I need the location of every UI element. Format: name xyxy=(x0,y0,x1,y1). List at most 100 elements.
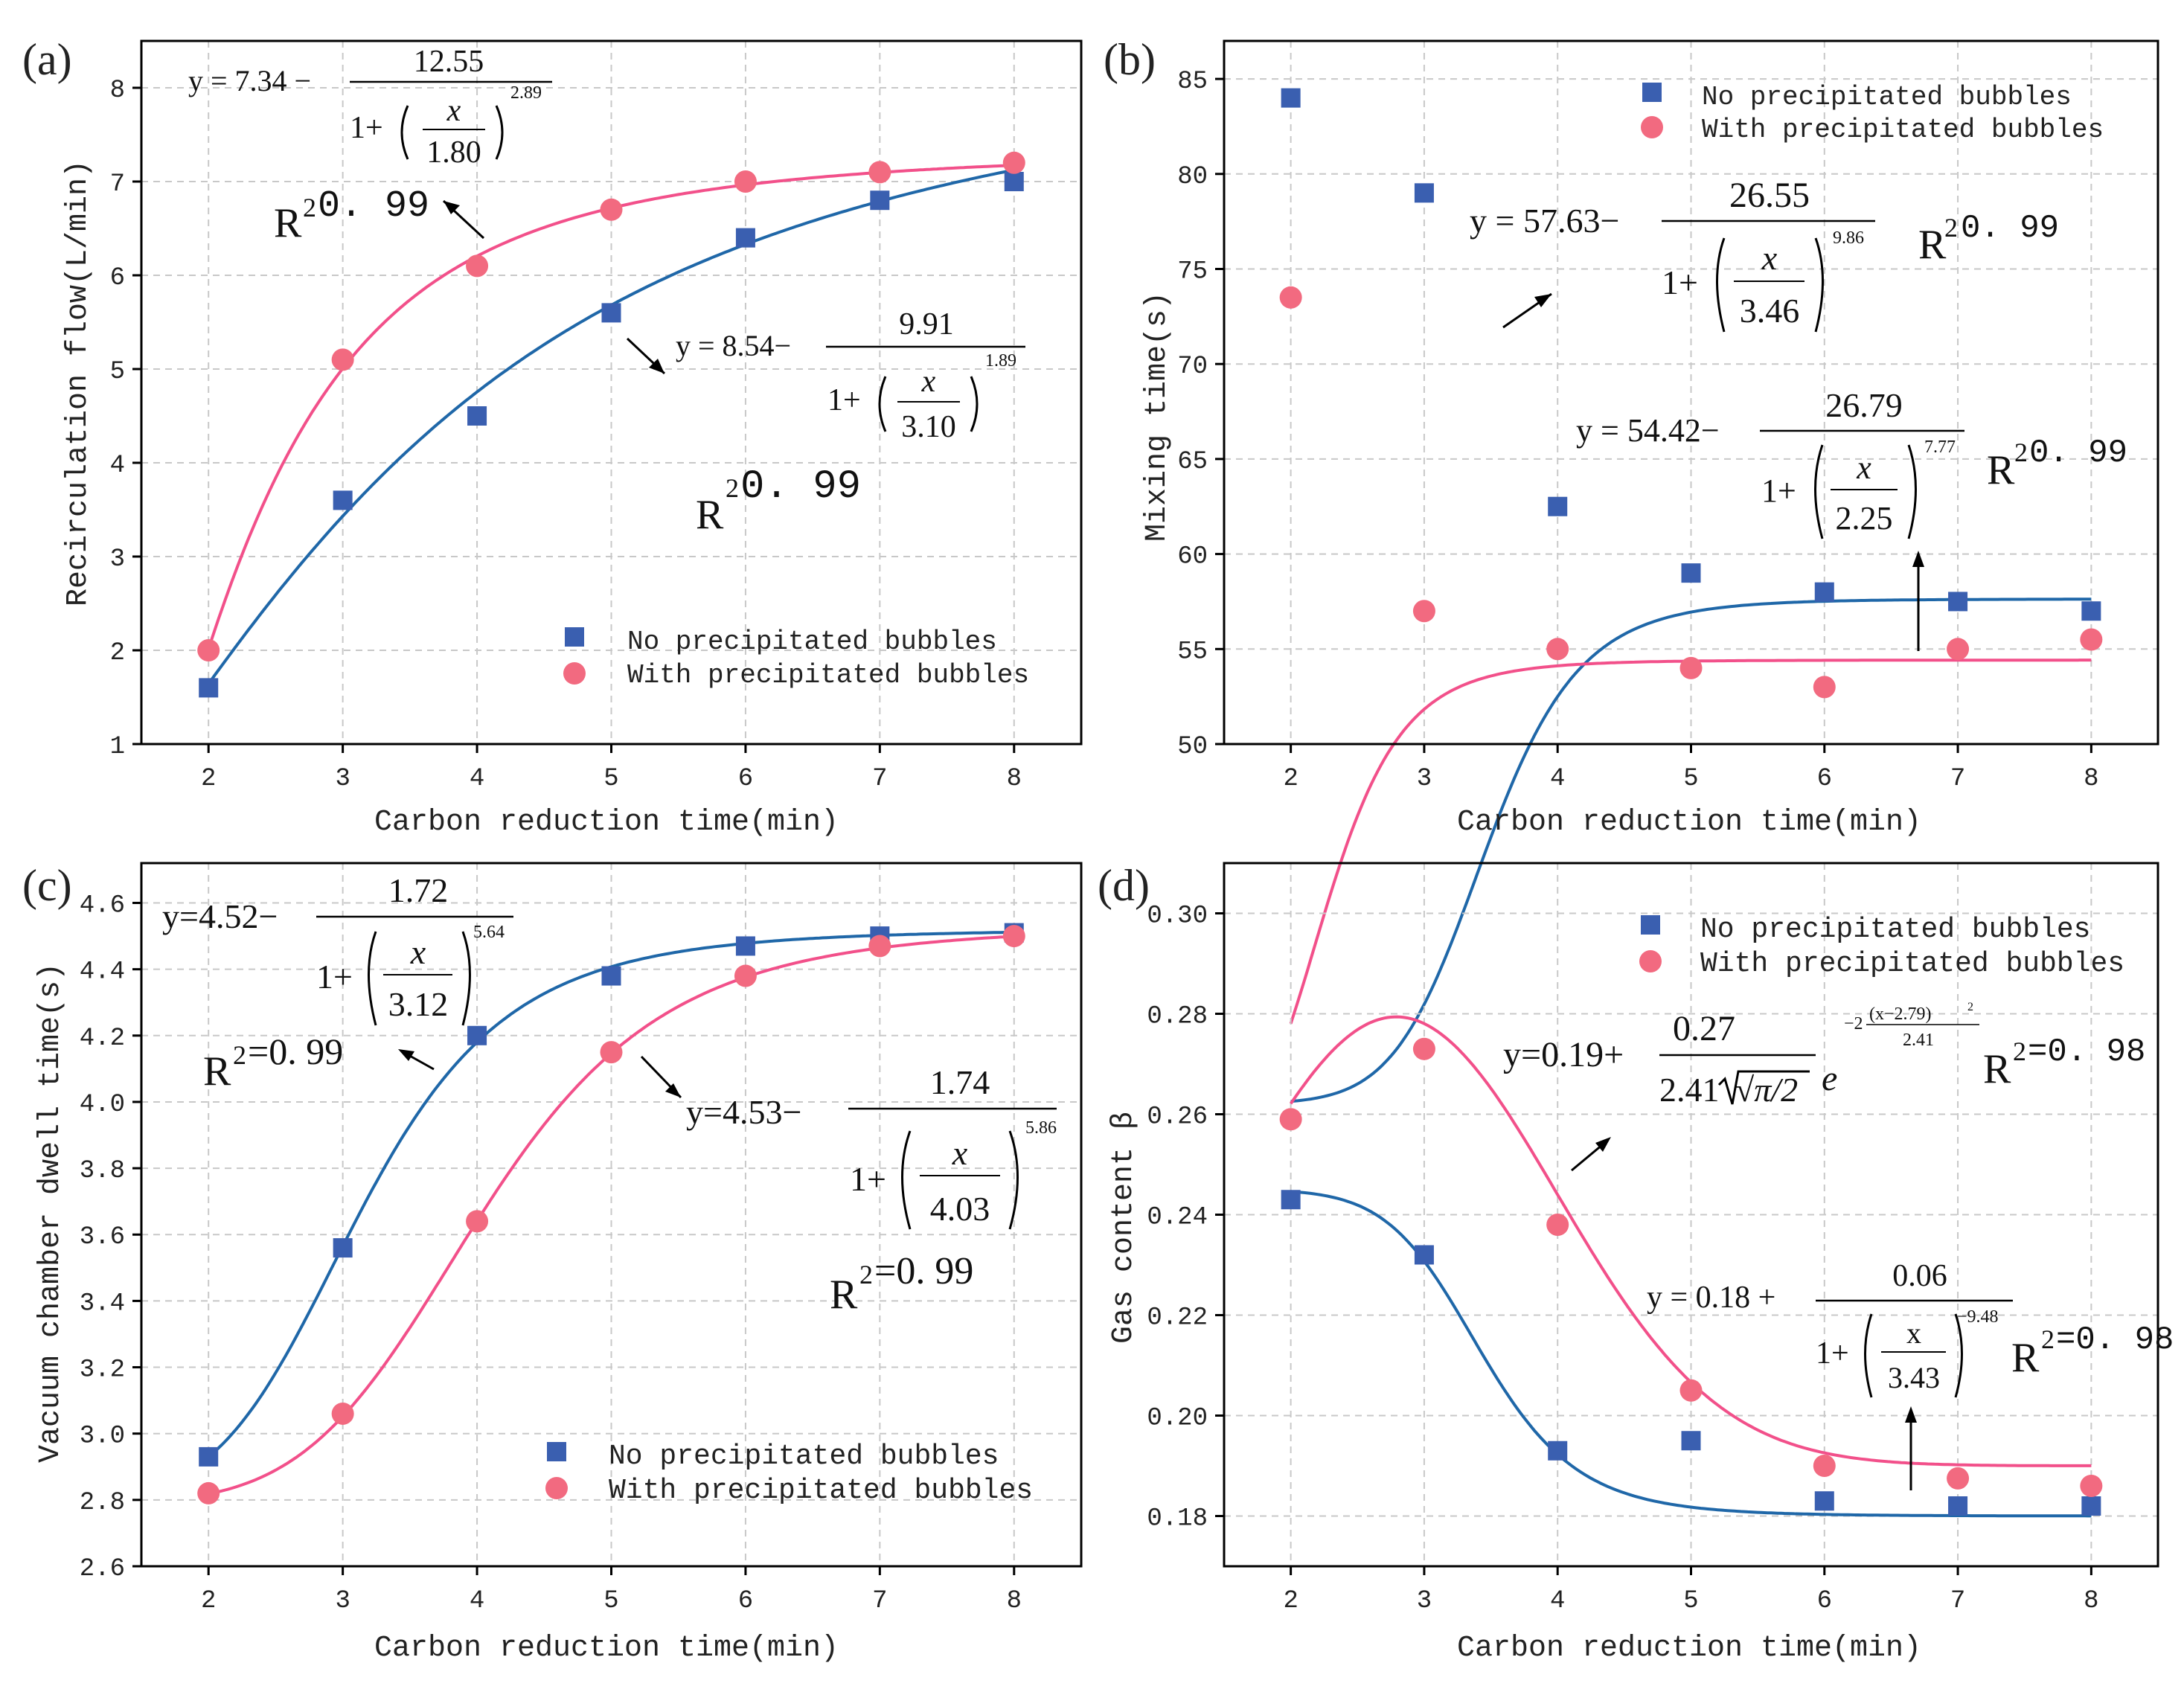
eq-numerator: 1.72 xyxy=(388,871,449,909)
fit-equation-no-bubbles: y = 0.18 + 0.06 1+ x 3.43 −9.48 xyxy=(1647,1259,2013,1490)
svg-text:R: R xyxy=(696,492,724,538)
svg-text:1+: 1+ xyxy=(1662,263,1698,301)
legend-label-no-bubbles: No precipitated bubbles xyxy=(609,1441,999,1473)
x-axis-label: Carbon reduction time(min) xyxy=(374,806,839,839)
x-tick-label: 6 xyxy=(738,765,753,793)
eq-exp-square: 2 xyxy=(1967,1001,1973,1013)
x-tick-label: 3 xyxy=(335,765,350,793)
svg-text:R: R xyxy=(203,1048,231,1095)
svg-text:2: 2 xyxy=(859,1260,873,1289)
svg-text:R: R xyxy=(1983,1046,2011,1092)
y-tick-label: 70 xyxy=(1177,353,1208,381)
data-point-with-bubbles xyxy=(1412,600,1435,623)
eq-prefix: y = 7.34 − xyxy=(188,64,311,97)
data-point-with-bubbles xyxy=(600,1041,623,1064)
x-tick-label: 7 xyxy=(1950,1587,1965,1615)
eq-prefix: y = 8.54− xyxy=(676,329,791,362)
fit-equation-no-bubbles: y = 57.63− 26.55 1+ x 3.46 9.86 xyxy=(1470,176,1875,333)
data-point-no-bubbles xyxy=(333,490,353,510)
y-tick-label: 55 xyxy=(1177,638,1208,666)
fit-equation-with-bubbles: y = 54.42− 26.79 1+ x 2.25 7.77 xyxy=(1576,386,1964,651)
fit-equation-no-bubbles: y = 8.54− 9.91 1+ x 3.10 1.89 xyxy=(626,307,1025,444)
y-tick-label: 3.8 xyxy=(80,1157,125,1185)
x-tick-label: 4 xyxy=(470,765,484,793)
legend-label-no-bubbles: No precipitated bubbles xyxy=(627,627,997,657)
eq-prefix: y=4.52− xyxy=(162,897,278,935)
data-point-no-bubbles xyxy=(601,303,621,323)
eq-exp-base: e xyxy=(1822,1059,1837,1098)
data-point-no-bubbles xyxy=(2081,601,2101,621)
data-point-no-bubbles xyxy=(1548,496,1568,516)
r2-value: 0. 99 xyxy=(2029,435,2127,472)
r-squared-no-bubbles: R 2 0. 99 xyxy=(696,464,861,538)
data-point-with-bubbles xyxy=(2080,1475,2103,1497)
svg-text:R: R xyxy=(1987,447,2015,493)
y-tick-label: 65 xyxy=(1177,448,1208,476)
y-tick-label: 3.6 xyxy=(80,1223,125,1252)
y-tick-label: 0.30 xyxy=(1147,903,1208,931)
y-tick-label: 0.26 xyxy=(1147,1103,1208,1132)
x-tick-label: 8 xyxy=(1007,765,1022,793)
data-point-no-bubbles xyxy=(1414,183,1434,203)
svg-text:1+: 1+ xyxy=(1761,472,1796,509)
plot-frame xyxy=(1223,862,2159,1568)
legend-marker-with-bubbles xyxy=(1639,950,1662,972)
y-tick-label: 0.18 xyxy=(1147,1505,1208,1534)
svg-text:1+: 1+ xyxy=(827,383,861,417)
data-point-no-bubbles xyxy=(199,678,219,698)
data-point-with-bubbles xyxy=(868,161,891,184)
y-tick-label: 85 xyxy=(1177,68,1208,96)
legend-marker-with-bubbles xyxy=(1641,116,1663,138)
x-tick-label: 8 xyxy=(1007,1587,1022,1615)
data-point-with-bubbles xyxy=(466,1210,489,1233)
data-point-no-bubbles xyxy=(1004,172,1024,191)
plot-frame xyxy=(1223,39,2159,746)
data-point-with-bubbles xyxy=(1947,1467,1970,1490)
svg-text:x: x xyxy=(1761,239,1778,277)
eq-denominator-rest: √π/2 xyxy=(1735,1071,1798,1109)
svg-text:R: R xyxy=(830,1272,858,1318)
data-point-no-bubbles xyxy=(467,1025,487,1045)
svg-text:x: x xyxy=(1906,1316,1921,1350)
x-tick-label: 5 xyxy=(603,1587,618,1615)
data-point-no-bubbles xyxy=(1414,1245,1434,1265)
svg-text:x: x xyxy=(952,1134,968,1172)
svg-text:R: R xyxy=(1918,222,1947,268)
y-tick-label: 2.6 xyxy=(80,1555,125,1583)
x-tick-label: 7 xyxy=(872,765,887,793)
x-tick-label: 7 xyxy=(1950,765,1965,793)
panel-label: (d) xyxy=(1098,861,1150,910)
eq-prefix: y=0.19+ xyxy=(1503,1035,1624,1074)
data-point-with-bubbles xyxy=(600,198,623,221)
y-tick-label: 4.4 xyxy=(80,958,125,987)
y-tick-label: 0.24 xyxy=(1147,1204,1208,1232)
x-axis-label: Carbon reduction time(min) xyxy=(1457,806,1921,839)
eq-power: −9.48 xyxy=(1957,1307,1999,1327)
eq-denominator: 3.43 xyxy=(1888,1361,1940,1394)
fit-equation-with-bubbles: y=0.19+ 0.27 2.41 √π/2 e −2 (x−2.79) 2 2… xyxy=(1503,1001,1979,1172)
eq-prefix: y=4.53− xyxy=(686,1093,801,1131)
y-tick-label: 0.20 xyxy=(1147,1405,1208,1433)
plot-frame xyxy=(140,862,1083,1568)
y-axis-label: Recirculation flow(L/min) xyxy=(62,160,95,606)
data-point-with-bubbles xyxy=(734,170,757,193)
svg-text:2: 2 xyxy=(2041,1324,2055,1354)
y-tick-label: 4.2 xyxy=(80,1025,125,1053)
r2-value: 0. 99 xyxy=(318,185,429,228)
r2-value: 0. 99 xyxy=(1961,210,2059,247)
y-tick-label: 80 xyxy=(1177,163,1208,191)
x-tick-label: 4 xyxy=(1550,1587,1565,1615)
panel-c: (c) 2 3 4 5 6 7 8 2.6 2.8 3.0 3.2 3.4 3.6 3.8 4.0 4.2 4.… xyxy=(22,861,1083,1665)
r-squared-with-bubbles: R 2 =0. 99 xyxy=(830,1250,973,1318)
x-tick-label: 3 xyxy=(1417,765,1432,793)
eq-denominator: 3.10 xyxy=(901,410,956,444)
fit-equation-no-bubbles: y=4.52− 1.72 1+ x 3.12 5.64 xyxy=(162,871,513,1071)
x-tick-label: 6 xyxy=(1817,765,1832,793)
legend-label-with-bubbles: With precipitated bubbles xyxy=(627,660,1029,690)
data-point-no-bubbles xyxy=(333,1238,353,1258)
legend: No precipitated bubbles With precipitate… xyxy=(563,627,1029,690)
y-axis-label: Gas content β xyxy=(1107,1112,1141,1344)
x-tick-label: 6 xyxy=(1817,1587,1832,1615)
data-point-with-bubbles xyxy=(331,348,354,371)
legend-marker-no-bubbles xyxy=(565,627,584,647)
